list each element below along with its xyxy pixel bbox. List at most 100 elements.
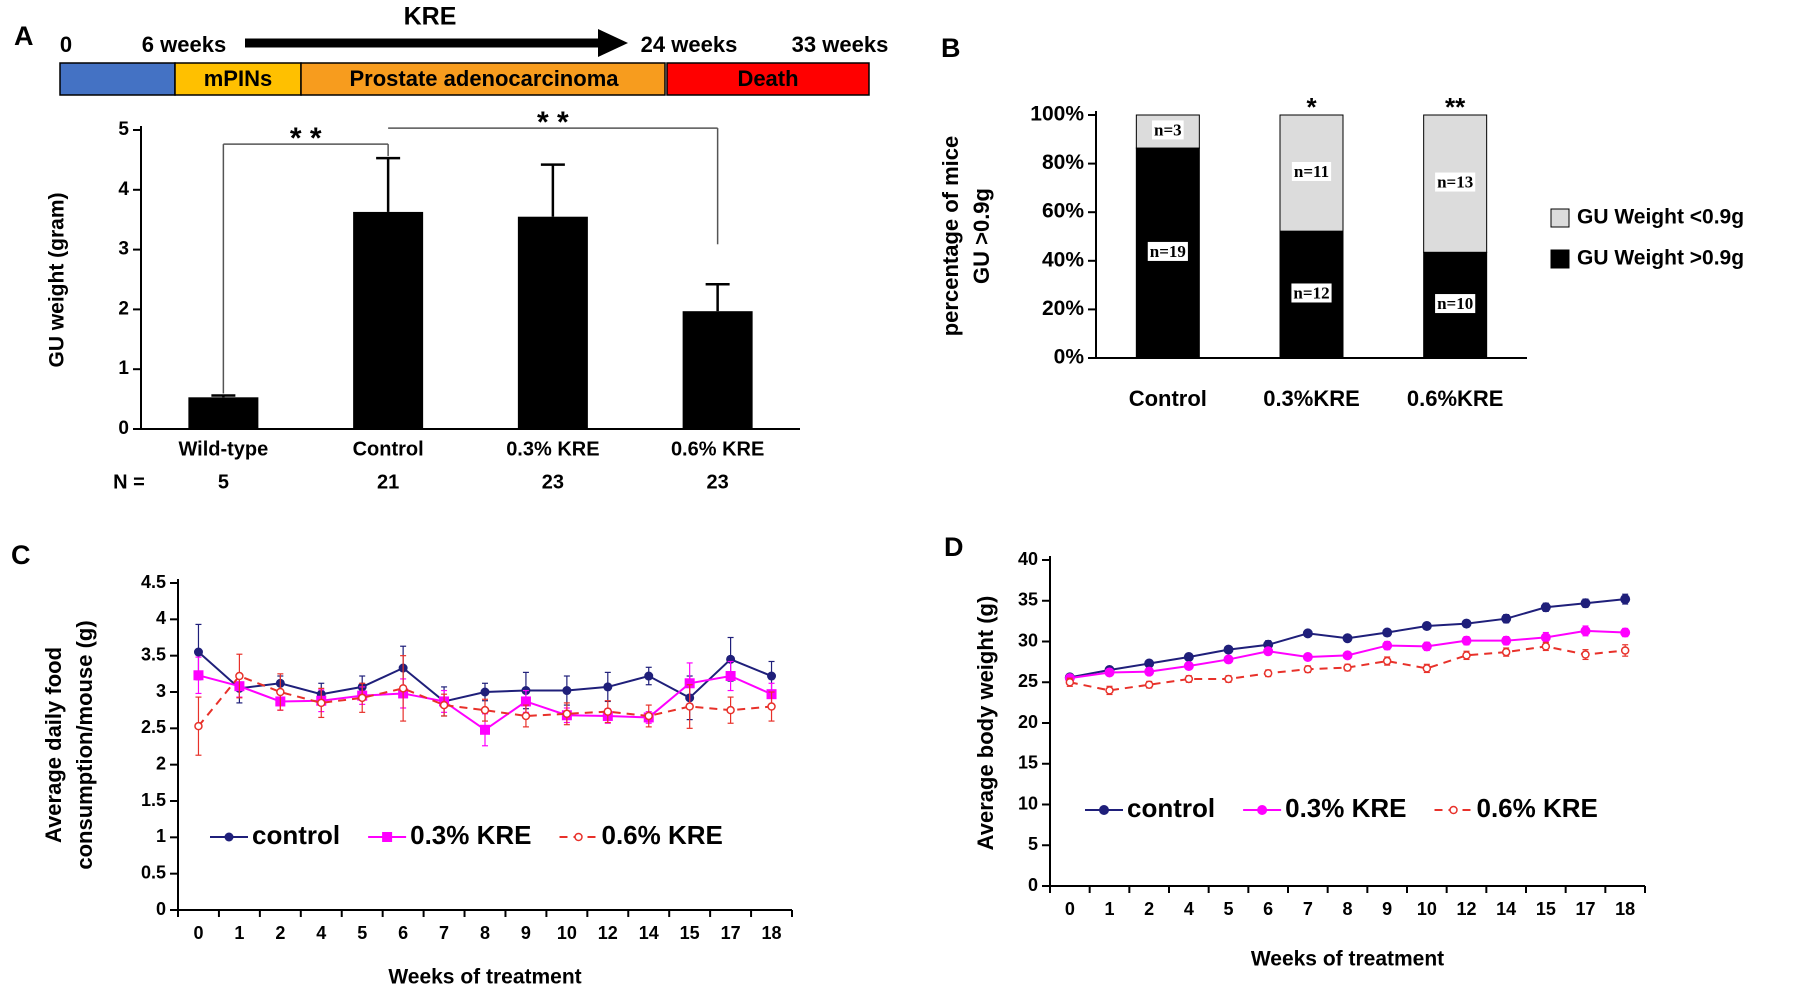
marker bbox=[1183, 651, 1194, 662]
y-tick-label: 10 bbox=[1018, 793, 1038, 813]
legend-label: 0.6% KRE bbox=[602, 820, 723, 850]
y-tick-label: 3.5 bbox=[141, 644, 166, 664]
marker bbox=[357, 693, 367, 703]
marker bbox=[1302, 651, 1313, 662]
legend-marker bbox=[224, 832, 234, 842]
marker bbox=[1461, 618, 1472, 629]
y-tick-label: 60% bbox=[1042, 200, 1084, 223]
y-tick-label: 2 bbox=[156, 753, 166, 773]
legend-label: GU Weight >0.9g bbox=[1577, 247, 1744, 270]
y-tick-label: 1 bbox=[118, 358, 129, 379]
segment-label: n=12 bbox=[1293, 283, 1329, 302]
marker bbox=[1620, 627, 1631, 638]
marker bbox=[1541, 642, 1551, 651]
label-box bbox=[1291, 161, 1332, 181]
marker bbox=[1224, 674, 1233, 684]
panel-label: D bbox=[944, 532, 964, 562]
legend-label: 0.3% KRE bbox=[410, 820, 531, 850]
y-tick-label: 2 bbox=[118, 298, 129, 319]
marker bbox=[1065, 678, 1075, 687]
timeline-segment bbox=[300, 62, 666, 96]
y-tick-label: 0% bbox=[1054, 346, 1085, 369]
legend-swatch bbox=[1550, 249, 1570, 269]
panel-label: A bbox=[14, 21, 34, 51]
time-label: 24 weeks bbox=[641, 32, 738, 57]
marker bbox=[1343, 663, 1352, 672]
marker bbox=[480, 705, 490, 715]
marker bbox=[193, 647, 203, 657]
marker bbox=[1144, 666, 1155, 677]
significance-label: ** bbox=[1445, 92, 1466, 122]
y-tick-label: 3 bbox=[118, 239, 129, 260]
y-axis-title: consumption/mouse (g) bbox=[72, 620, 97, 869]
n-label: N = bbox=[113, 471, 145, 493]
y-tick-label: 4 bbox=[118, 179, 129, 200]
x-tick-label: 15 bbox=[1536, 899, 1556, 919]
marker bbox=[1105, 686, 1114, 695]
marker bbox=[1581, 650, 1590, 659]
timeline-segment-label: Death bbox=[737, 66, 798, 91]
y-tick-label: 5 bbox=[118, 119, 129, 140]
x-tick-label: 10 bbox=[557, 923, 577, 943]
marker bbox=[1263, 646, 1274, 657]
segment-label: n=19 bbox=[1150, 242, 1186, 261]
y-tick-label: 0 bbox=[118, 418, 129, 439]
label-box bbox=[1435, 172, 1476, 192]
marker bbox=[767, 702, 776, 711]
marker bbox=[685, 702, 694, 711]
label-box bbox=[1152, 120, 1184, 140]
y-tick-label: 35 bbox=[1018, 590, 1038, 610]
y-tick-label: 40% bbox=[1042, 248, 1084, 271]
marker bbox=[480, 687, 490, 697]
marker bbox=[726, 705, 735, 715]
bar bbox=[682, 311, 753, 429]
x-tick-label: 8 bbox=[480, 923, 490, 943]
marker bbox=[1421, 621, 1432, 632]
y-axis-title: Average body weight (g) bbox=[973, 596, 998, 851]
arrow-head bbox=[598, 29, 628, 57]
marker bbox=[1342, 650, 1353, 661]
panel-label: C bbox=[11, 540, 31, 570]
marker bbox=[1501, 613, 1512, 624]
marker bbox=[644, 711, 653, 721]
marker bbox=[767, 671, 777, 681]
y-tick-label: 5 bbox=[1028, 834, 1038, 854]
x-tick-label: 14 bbox=[639, 923, 659, 943]
x-tick-label: 18 bbox=[1615, 899, 1635, 919]
significance-label: * * bbox=[290, 122, 322, 155]
x-tick-label: 0.3%KRE bbox=[1263, 386, 1360, 411]
x-tick-label: 4 bbox=[316, 923, 326, 943]
segment-label: n=13 bbox=[1437, 173, 1473, 192]
marker bbox=[235, 671, 244, 681]
x-tick-label: 0.6%KRE bbox=[1407, 386, 1504, 411]
y-axis-title: GU weight (gram) bbox=[46, 192, 69, 367]
marker bbox=[1421, 641, 1432, 652]
y-tick-label: 4.5 bbox=[141, 572, 166, 592]
time-label: 0 bbox=[60, 32, 72, 57]
marker bbox=[1183, 660, 1194, 671]
x-tick-label: 0.3% KRE bbox=[506, 438, 599, 460]
timeline-segment bbox=[666, 62, 870, 96]
marker bbox=[1184, 674, 1194, 684]
y-tick-label: 0.5 bbox=[141, 862, 166, 882]
marker bbox=[1223, 644, 1234, 655]
segment-label: n=3 bbox=[1154, 120, 1182, 139]
x-tick-label: 2 bbox=[275, 923, 285, 943]
x-tick-label: 5 bbox=[1223, 899, 1233, 919]
bar bbox=[188, 397, 259, 429]
x-tick-label: Control bbox=[353, 438, 424, 460]
marker bbox=[725, 671, 736, 682]
x-tick-label: 7 bbox=[439, 923, 449, 943]
timeline-segment-label: Prostate adenocarcinoma bbox=[350, 66, 620, 91]
y-tick-label: 80% bbox=[1042, 151, 1084, 174]
y-tick-label: 1 bbox=[156, 826, 166, 846]
timeline-segment bbox=[59, 62, 176, 96]
x-tick-label: 9 bbox=[1382, 899, 1392, 919]
x-tick-label: 8 bbox=[1342, 899, 1352, 919]
x-tick-label: 17 bbox=[721, 923, 741, 943]
marker bbox=[1580, 598, 1591, 609]
marker bbox=[644, 671, 654, 681]
x-axis-title: Weeks of treatment bbox=[1251, 948, 1444, 971]
legend-marker bbox=[382, 832, 393, 842]
